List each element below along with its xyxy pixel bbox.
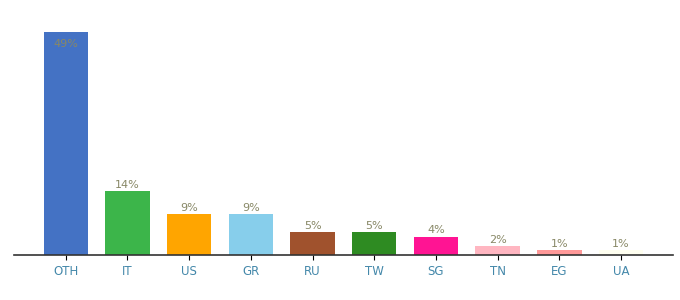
Text: 9%: 9% xyxy=(180,202,198,213)
Text: 4%: 4% xyxy=(427,225,445,236)
Bar xyxy=(167,214,211,255)
Text: 1%: 1% xyxy=(551,239,568,249)
Text: 9%: 9% xyxy=(242,202,260,213)
Bar xyxy=(352,232,396,255)
Bar xyxy=(537,250,581,255)
Bar xyxy=(599,250,643,255)
Text: 1%: 1% xyxy=(612,239,630,249)
Bar xyxy=(228,214,273,255)
Text: 2%: 2% xyxy=(489,235,507,244)
Text: 5%: 5% xyxy=(365,221,383,231)
Text: 49%: 49% xyxy=(53,39,78,49)
Bar xyxy=(413,237,458,255)
Text: 14%: 14% xyxy=(115,180,140,190)
Bar xyxy=(290,232,335,255)
Bar xyxy=(44,32,88,255)
Bar xyxy=(105,191,150,255)
Text: 5%: 5% xyxy=(304,221,322,231)
Bar xyxy=(475,246,520,255)
